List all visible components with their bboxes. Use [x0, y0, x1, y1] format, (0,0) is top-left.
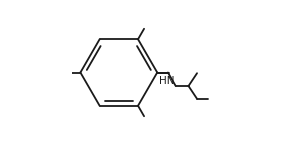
Text: HN: HN [158, 76, 174, 86]
